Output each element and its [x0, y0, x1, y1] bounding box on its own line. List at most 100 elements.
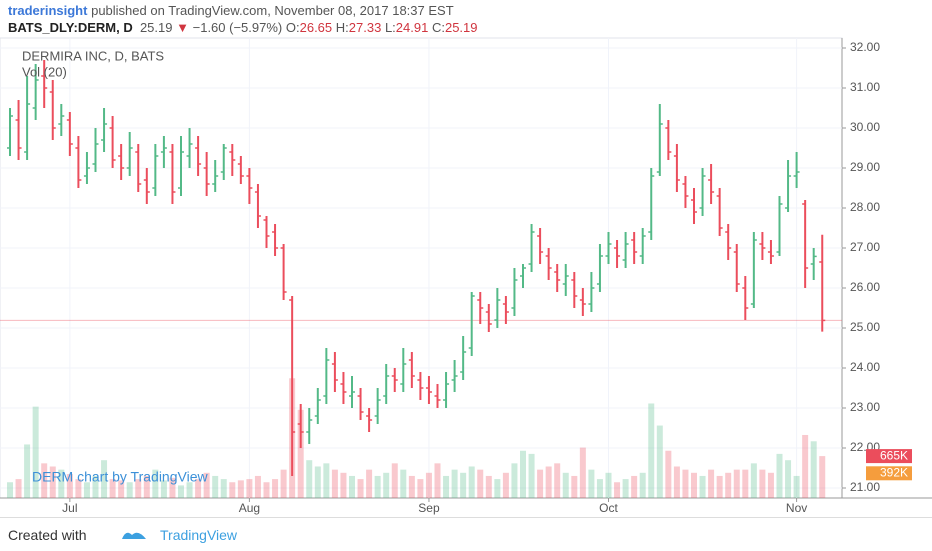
volume-bar — [810, 441, 817, 498]
x-tick-label: Aug — [239, 501, 260, 515]
volume-bar — [272, 479, 279, 498]
volume-bar — [101, 460, 108, 498]
volume-bar — [417, 479, 424, 498]
volume-bar — [725, 472, 732, 498]
volume-bar — [246, 479, 253, 498]
symbol: BATS_DLY:DERM, D — [8, 20, 133, 35]
o-value: 26.65 — [299, 20, 333, 35]
volume-bar — [203, 472, 210, 498]
volume-bar — [349, 475, 355, 498]
volume-bar — [220, 479, 227, 498]
volume-bar — [776, 453, 783, 498]
y-tick-label: 27.00 — [850, 240, 880, 254]
volume-label-bg — [866, 449, 912, 464]
volume-bar — [178, 485, 184, 498]
l-value: 24.91 — [395, 20, 429, 35]
c-label: C: — [431, 20, 445, 35]
volume-bar — [682, 469, 689, 498]
volume-bar — [195, 479, 202, 498]
volume-bar — [323, 463, 330, 498]
volume-bar — [502, 472, 509, 498]
volume-bar — [494, 479, 501, 498]
y-tick-label: 32.00 — [850, 40, 880, 54]
h-value: 27.33 — [348, 20, 382, 35]
header-line-2: BATS_DLY:DERM, D 25.19 ▼ −1.60 (−5.97%) … — [8, 19, 478, 36]
volume-bar — [280, 469, 287, 498]
volume-bar — [716, 475, 723, 498]
volume-bar — [15, 479, 22, 498]
volume-bar — [118, 480, 125, 498]
volume-bar — [49, 466, 56, 498]
volume-bar — [665, 450, 672, 498]
chart: 21.0022.0023.0024.0025.0026.0027.0028.00… — [0, 37, 932, 515]
c-value: 25.19 — [444, 20, 478, 35]
volume-bar — [596, 479, 603, 498]
grid — [0, 38, 842, 498]
volume-ma-label-bg — [866, 466, 912, 481]
volume-bar — [331, 469, 338, 498]
volume-bar — [126, 482, 133, 498]
volume-bar — [152, 469, 159, 498]
volume-bar — [759, 469, 766, 498]
volume-bar — [41, 463, 48, 498]
axes: 21.0022.0023.0024.0025.0026.0027.0028.00… — [62, 40, 912, 515]
volume-bar — [443, 475, 450, 498]
volume-bar — [537, 469, 544, 498]
brand[interactable]: TradingView — [160, 527, 238, 543]
volume-bar — [229, 482, 236, 498]
volume-ma-label: 392K — [880, 465, 908, 479]
volume-bar — [528, 453, 535, 498]
volume-bar — [83, 482, 90, 498]
volume-bar — [451, 469, 458, 498]
volume-bar — [673, 466, 680, 498]
volume-bar — [143, 475, 150, 498]
y-tick-label: 23.00 — [850, 400, 880, 414]
volume-bar — [656, 425, 663, 498]
volume-bar — [212, 475, 219, 498]
volume-bar — [545, 466, 552, 498]
change: −1.60 (−5.97%) — [192, 20, 283, 35]
volume-bar — [588, 469, 595, 498]
volume-bar — [66, 474, 73, 498]
volume-bar — [408, 475, 415, 498]
volume-bar — [24, 444, 31, 498]
volume-bar — [306, 460, 313, 498]
volume-bar — [562, 472, 569, 498]
published: published on TradingView.com, November 0… — [91, 3, 454, 18]
y-tick-label: 29.00 — [850, 160, 880, 174]
user[interactable]: traderinsight — [8, 3, 88, 18]
volume-bar — [254, 475, 261, 498]
volume-bar — [485, 475, 492, 498]
volume-bar — [374, 475, 381, 498]
watermark: DERM chart by TradingView — [32, 469, 208, 485]
volume-bar — [742, 469, 749, 498]
x-tick-label: Oct — [599, 501, 618, 515]
volume-label: 665K — [880, 448, 908, 462]
l-label: L: — [384, 20, 396, 35]
volume-bar — [434, 463, 441, 498]
header: traderinsight published on TradingView.c… — [8, 2, 478, 36]
volume-bar — [400, 469, 407, 498]
x-tick-label: Nov — [786, 501, 807, 515]
volume-bar — [699, 475, 706, 498]
volume-bar — [366, 469, 373, 498]
volume-bar — [708, 469, 715, 498]
volume-bar — [32, 406, 39, 498]
volume-bar — [92, 475, 99, 498]
volume-bar — [819, 456, 826, 498]
volume-bar — [554, 463, 561, 498]
volume-bar — [614, 482, 621, 498]
last-price: 25.19 — [139, 20, 173, 35]
plot-area — [0, 37, 843, 499]
volume-bar — [237, 480, 244, 498]
volume-bar — [75, 479, 82, 498]
y-tick-label: 30.00 — [850, 120, 880, 134]
volume-bar — [785, 460, 792, 498]
volume-bar — [297, 409, 304, 498]
o-label: O: — [285, 20, 300, 35]
created-with: Created with — [8, 527, 87, 543]
volume-bar — [733, 469, 740, 498]
volume-bar — [802, 434, 809, 498]
y-tick-label: 28.00 — [850, 200, 880, 214]
